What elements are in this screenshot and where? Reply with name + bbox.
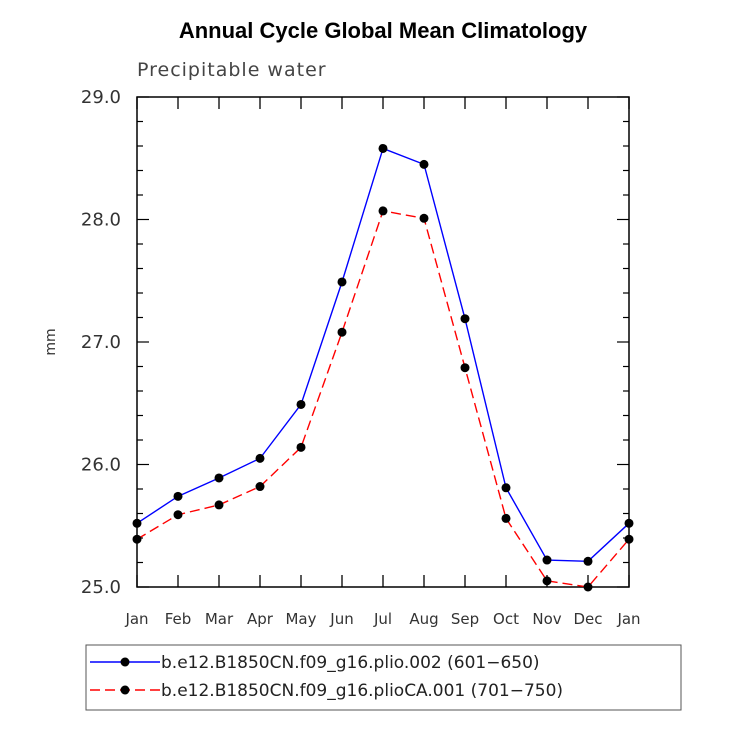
legend-label-2: b.e12.B1850CN.f09_g16.plioCA.001 (701−75… xyxy=(161,681,563,701)
x-tick-label: Jan xyxy=(124,610,148,628)
series-2-point xyxy=(214,500,224,510)
x-tick-label: Nov xyxy=(532,610,561,628)
series-2-point xyxy=(378,206,388,216)
x-tick-label: Aug xyxy=(409,610,438,628)
x-tick-label: Mar xyxy=(205,610,234,628)
y-tick-label: 25.0 xyxy=(81,577,121,598)
series-1-point xyxy=(542,555,552,565)
x-tick-label: Dec xyxy=(573,610,602,628)
x-tick-label: Feb xyxy=(165,610,192,628)
series-2-point xyxy=(255,482,265,492)
y-tick-label: 28.0 xyxy=(81,210,121,231)
axis-ticks xyxy=(136,96,630,588)
series-line-2 xyxy=(136,210,630,588)
series-2-point xyxy=(337,327,347,337)
x-tick-label: Sep xyxy=(451,610,479,628)
series-2-point xyxy=(173,510,183,520)
x-tick-label: Jul xyxy=(373,610,392,628)
legend: b.e12.B1850CN.f09_g16.plio.002 (601−650)… xyxy=(90,653,563,701)
chart-subtitle: Precipitable water xyxy=(137,59,327,81)
series-1-point xyxy=(214,473,224,483)
legend-marker-2 xyxy=(120,685,130,695)
series-1-point xyxy=(501,483,511,493)
series-1-point xyxy=(624,518,634,528)
series-2-point xyxy=(583,582,593,592)
y-tick-labels: 25.0 26.0 27.0 28.0 29.0 xyxy=(81,87,121,598)
series-1-point xyxy=(132,518,142,528)
series-1-point xyxy=(337,277,347,287)
y-tick-label: 26.0 xyxy=(81,455,121,476)
x-tick-label: May xyxy=(285,610,316,628)
legend-box xyxy=(85,644,682,711)
x-tick-label: Jun xyxy=(329,610,353,628)
series-1-point xyxy=(255,453,265,463)
series-2-point xyxy=(501,513,511,523)
chart-title: Annual Cycle Global Mean Climatology xyxy=(179,18,588,43)
y-axis-label: mm xyxy=(43,328,59,355)
x-tick-label: Jan xyxy=(616,610,640,628)
series-group xyxy=(132,143,634,592)
legend-label-1: b.e12.B1850CN.f09_g16.plio.002 (601−650) xyxy=(161,653,540,673)
series-2-point xyxy=(542,576,552,586)
plot-frame xyxy=(136,96,630,588)
series-1-point xyxy=(460,314,470,324)
series-2-point xyxy=(460,363,470,373)
series-1-point xyxy=(419,159,429,169)
y-tick-label: 29.0 xyxy=(81,87,121,108)
x-tick-labels: Jan Feb Mar Apr May Jun Jul Aug Sep Oct Nov Dec Jan xyxy=(124,610,640,628)
series-1-point xyxy=(296,399,306,409)
series-1-point xyxy=(583,556,593,566)
series-2-point xyxy=(296,442,306,452)
series-2-point xyxy=(132,534,142,544)
y-tick-label: 27.0 xyxy=(81,332,121,353)
series-2-point xyxy=(419,213,429,223)
series-1-point xyxy=(173,491,183,501)
legend-marker-1 xyxy=(120,657,130,667)
x-tick-label: Oct xyxy=(493,610,519,628)
x-tick-label: Apr xyxy=(247,610,274,628)
series-2-point xyxy=(624,534,634,544)
series-1-point xyxy=(378,143,388,153)
